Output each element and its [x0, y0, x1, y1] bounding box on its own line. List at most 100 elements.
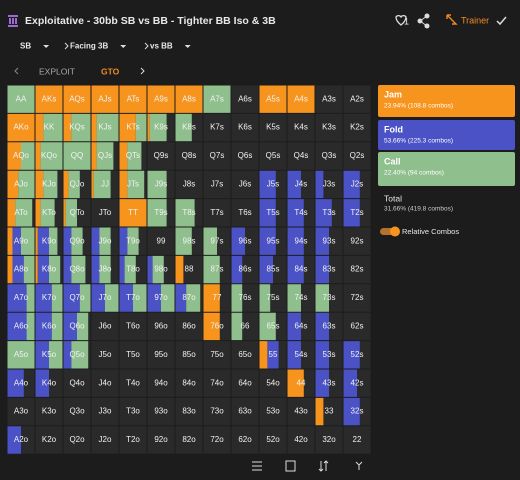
hand-cell[interactable]: T5s — [259, 198, 280, 227]
hand-cell[interactable]: A7s — [203, 85, 231, 114]
hand-cell[interactable]: J3s — [315, 170, 335, 199]
hand-cell[interactable]: A9s — [147, 85, 175, 114]
filter-dropdown[interactable]: Facing 3B — [70, 42, 108, 51]
hand-cell[interactable]: 64s — [287, 312, 307, 341]
hand-cell[interactable]: Q6o — [63, 312, 89, 341]
hand-cell[interactable]: AJo — [7, 170, 35, 199]
hand-cell[interactable]: 53s — [315, 340, 335, 369]
like-button[interactable] — [395, 15, 407, 26]
hand-cell[interactable]: 92o — [154, 435, 168, 444]
hand-cell[interactable]: 98s — [175, 227, 195, 256]
hand-cell[interactable]: K9s — [147, 113, 168, 142]
hand-cell[interactable]: K5o — [35, 340, 63, 369]
filter-dropdown[interactable]: SB — [20, 42, 31, 51]
hand-cell[interactable]: KQo — [35, 141, 63, 171]
hand-cell[interactable]: 72o — [210, 435, 224, 444]
hand-cell[interactable]: KJo — [35, 170, 58, 199]
hand-cell[interactable]: 96s — [231, 227, 251, 256]
hand-cell[interactable]: AKo — [7, 113, 35, 142]
hand-cell[interactable]: 66 — [231, 312, 250, 341]
hand-cell[interactable]: T2s — [343, 198, 364, 227]
hand-cell[interactable]: T9s — [147, 198, 168, 227]
hand-cell[interactable]: 32o — [322, 435, 336, 444]
trainer-button[interactable]: Trainer — [461, 15, 489, 25]
hand-cell[interactable]: K6o — [35, 312, 63, 341]
hand-cell[interactable]: AJs — [91, 85, 119, 114]
hand-cell[interactable]: 97o — [147, 283, 175, 313]
hand-cell[interactable]: T7o — [119, 283, 147, 313]
hand-cell[interactable]: JJ — [91, 170, 111, 199]
hand-cell[interactable]: 84o — [182, 378, 196, 387]
hand-cell[interactable]: KTo — [35, 198, 56, 227]
hand-cell[interactable]: Q2o — [69, 435, 85, 444]
hand-cell[interactable]: J9o — [91, 227, 112, 256]
hand-cell[interactable]: A3s — [322, 94, 336, 103]
hand-cell[interactable]: K2o — [42, 435, 57, 444]
hand-cell[interactable]: A4o — [7, 369, 29, 398]
hand-cell[interactable]: 75o — [210, 350, 224, 359]
hand-cell[interactable]: 96o — [154, 322, 168, 331]
hand-cell[interactable]: 83s — [315, 255, 335, 284]
hand-cell[interactable]: 75s — [259, 283, 279, 313]
sort-button[interactable] — [318, 460, 329, 472]
hand-cell[interactable]: 98o — [147, 255, 168, 284]
hand-cell[interactable]: Q8o — [63, 255, 86, 284]
hand-cell[interactable]: J2s — [343, 170, 363, 199]
hand-cell[interactable]: 42s — [343, 369, 363, 398]
hand-cell[interactable]: 65o — [238, 350, 252, 359]
hand-cell[interactable]: 93o — [154, 407, 168, 416]
hand-cell[interactable]: 62o — [238, 435, 252, 444]
hand-cell[interactable]: JTs — [119, 170, 145, 199]
hand-cell[interactable]: 43s — [315, 369, 335, 398]
list-button[interactable] — [252, 461, 262, 471]
hand-cell[interactable]: 33 — [315, 397, 334, 426]
hand-cell[interactable]: J6s — [239, 180, 251, 189]
hand-cell[interactable]: AQo — [7, 141, 35, 171]
hand-cell[interactable]: 74s — [287, 283, 307, 313]
hand-cell[interactable]: T4s — [287, 198, 308, 227]
hand-cell[interactable]: T6o — [126, 322, 140, 331]
hand-cell[interactable]: J9s — [147, 170, 167, 199]
hand-cell[interactable]: T9o — [119, 227, 140, 256]
hand-cell[interactable]: 73o — [210, 407, 224, 416]
hand-cell[interactable]: 85s — [259, 255, 279, 284]
hand-cell[interactable]: A7o — [7, 283, 35, 313]
hand-cell[interactable]: J3o — [99, 407, 112, 416]
hand-cell[interactable]: Q7o — [63, 283, 91, 313]
hand-cell[interactable]: 86s — [231, 255, 251, 284]
hand-cell[interactable]: 72s — [351, 293, 364, 302]
hand-cell[interactable]: K7o — [35, 283, 63, 313]
hand-cell[interactable]: A8s — [175, 85, 203, 114]
hand-cell[interactable]: A8o — [7, 255, 35, 284]
hand-cell[interactable]: Q3o — [69, 407, 85, 416]
hand-cell[interactable]: A3o — [14, 407, 29, 416]
hand-cell[interactable]: A4s — [287, 85, 315, 114]
hand-cell[interactable]: K7s — [210, 123, 224, 132]
hand-cell[interactable]: K4o — [35, 369, 57, 398]
hand-cell[interactable]: 52s — [343, 340, 363, 369]
hand-cell[interactable]: 73s — [315, 283, 335, 313]
hand-cell[interactable]: 55 — [259, 340, 279, 369]
hand-cell[interactable]: K8s — [175, 113, 196, 142]
hand-cell[interactable]: 76s — [231, 283, 251, 313]
hand-cell[interactable]: 86o — [182, 322, 196, 331]
hand-cell[interactable]: T7s — [210, 208, 223, 217]
hand-cell[interactable]: QJs — [91, 141, 114, 171]
action-card[interactable] — [378, 85, 515, 117]
hand-cell[interactable]: K5s — [266, 123, 280, 132]
hand-cell[interactable]: Q8s — [182, 151, 197, 160]
hand-cell[interactable]: 99 — [157, 236, 166, 245]
hand-cell[interactable]: J7s — [211, 180, 223, 189]
hand-cell[interactable]: 53o — [266, 407, 280, 416]
hand-cell[interactable]: 87o — [175, 283, 201, 313]
share-button[interactable] — [417, 13, 430, 29]
hand-cell[interactable]: 44 — [287, 369, 306, 398]
hand-cell[interactable]: 95s — [259, 227, 279, 256]
hand-cell[interactable]: J8o — [91, 255, 112, 284]
hand-cell[interactable]: A6s — [238, 94, 252, 103]
hand-cell[interactable]: 62s — [351, 322, 364, 331]
hand-cell[interactable]: J7o — [91, 283, 119, 313]
hand-cell[interactable]: 64o — [238, 378, 252, 387]
hand-cell[interactable]: 76o — [203, 312, 224, 341]
hand-cell[interactable]: 52o — [266, 435, 280, 444]
